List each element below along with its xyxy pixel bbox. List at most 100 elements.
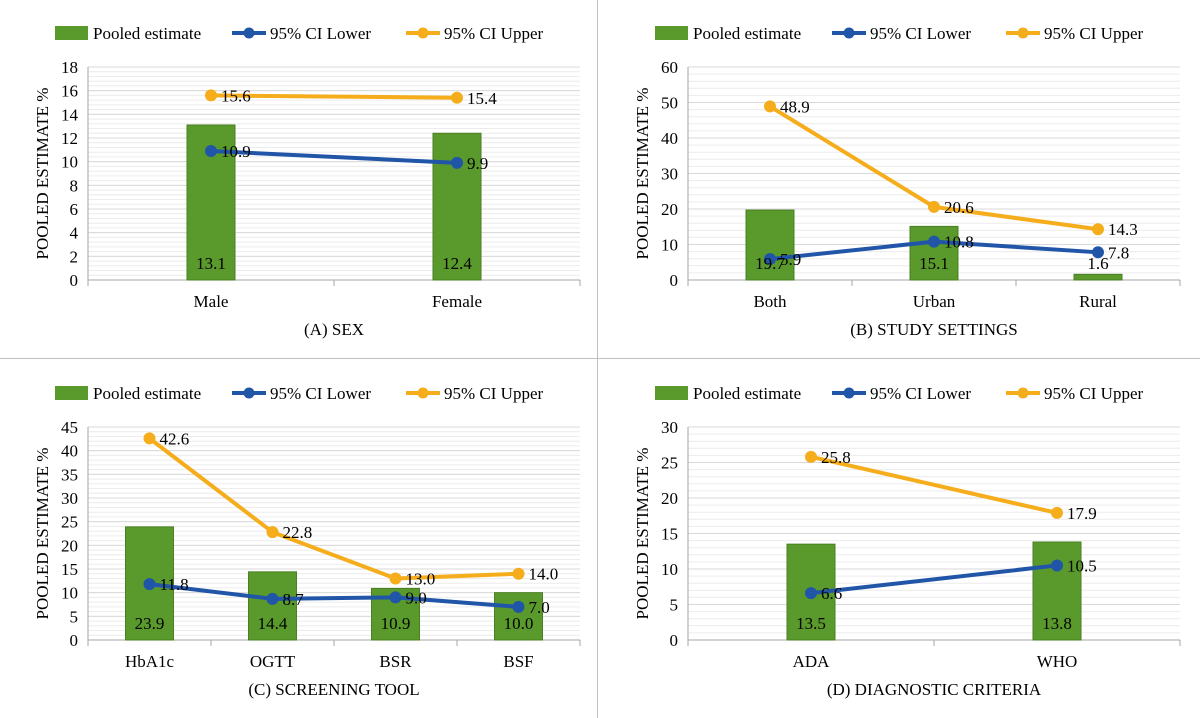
line-data-label: 14.0 [529,565,559,584]
chart-screening-tool: Pooled estimate 95% CI Lower 95% CI Upper 0… [33,384,581,699]
y-tick-label: 45 [61,418,78,437]
y-axis-label: POOLED ESTIMATE % [33,88,52,260]
gridlines [88,66,580,281]
horizontal-divider [0,358,1200,359]
legend-marker-upper [417,27,429,39]
legend-marker-upper [1017,387,1029,399]
line-data-label: 20.6 [944,198,974,217]
y-axis-label: POOLED ESTIMATE % [633,448,652,620]
y-tick-label: 4 [70,224,79,243]
bar [494,592,543,641]
y-tick-label: 25 [61,513,78,532]
series-point [266,526,279,539]
x-category-label: WHO [1037,652,1078,671]
y-tick-label: 0 [70,271,79,290]
x-category-label: HbA1c [125,652,175,671]
series-point [805,587,817,600]
legend-label-pooled: Pooled estimate [693,24,801,43]
line-data-label: 10.5 [1067,556,1097,575]
y-tick-label: 10 [61,153,78,172]
bar-data-label: 13.5 [796,614,826,633]
legend: Pooled estimate 95% CI Lower 95% CI Upper [655,384,1143,403]
vertical-divider [597,0,598,718]
line-data-label: 10.9 [221,142,251,161]
y-tick-label: 6 [70,200,79,219]
chart-diagnostic-criteria: Pooled estimate 95% CI Lower 95% CI Upper 0… [633,384,1181,699]
bar-series [125,526,543,641]
y-tick-label: 15 [61,560,78,579]
y-tick-label: 25 [661,454,678,473]
series-line [210,93,458,100]
legend-label-upper: 95% CI Upper [1044,384,1143,403]
y-tick-label: 15 [661,525,678,544]
line-data-label: 15.6 [221,86,251,105]
series-point [512,600,525,613]
x-category-label: Male [194,292,229,311]
series-point [266,592,279,605]
line-series-lower [205,145,463,169]
series-point [205,89,217,102]
y-tick-label: 10 [661,560,678,579]
bar-data-label: 23.9 [135,614,165,633]
line-series-upper [143,432,525,585]
x-category-label: OGTT [250,652,296,671]
legend: Pooled estimate 95% CI Lower 95% CI Upper [55,24,543,43]
bar-data-label: 13.1 [196,254,226,273]
line-series-upper [764,100,1104,236]
series-point [1092,223,1104,236]
y-tick-label: 0 [70,631,79,650]
legend-label-lower: 95% CI Lower [270,24,371,43]
y-axis-label: POOLED ESTIMATE % [33,448,52,620]
line-data-label: 9.0 [406,588,427,607]
legend-marker-lower [843,387,855,399]
bar-data-label: 14.4 [258,614,288,633]
line-data-label: 15.4 [467,89,497,108]
bar [125,526,174,641]
line-data-label: 17.9 [1067,504,1097,523]
y-tick-label: 30 [661,418,678,437]
line-data-label: 7.0 [529,598,550,617]
y-tick-label: 40 [61,442,78,461]
series-point [928,200,940,213]
legend-marker-upper [417,387,429,399]
line-data-label: 7.8 [1108,243,1129,262]
line-data-label: 10.8 [944,233,974,252]
y-tick-label: 12 [61,129,78,148]
series-point [512,567,525,580]
line-data-label: 9.9 [467,154,488,173]
legend-label-pooled: Pooled estimate [93,384,201,403]
bar [248,571,297,641]
line-data-label: 22.8 [283,523,313,542]
line-data-label: 42.6 [160,429,190,448]
line-series-lower [805,559,1063,600]
legend-marker-upper [1017,27,1029,39]
y-tick-label: 20 [661,200,678,219]
line-data-label: 5.9 [780,250,801,269]
x-category-label: Urban [913,292,956,311]
line-series-upper [805,450,1063,519]
y-tick-label: 60 [661,58,678,77]
legend-swatch-pooled [55,26,88,40]
chart-sex: Pooled estimate 95% CI Lower 95% CI Upper 0… [33,24,581,339]
y-tick-label: 8 [70,176,79,195]
y-tick-label: 30 [661,165,678,184]
bar-data-label: 10.9 [381,614,411,633]
series-point [451,156,463,169]
x-category-label: Rural [1079,292,1117,311]
y-tick-label: 5 [70,607,79,626]
y-tick-label: 18 [61,58,78,77]
chart-study-settings: Pooled estimate 95% CI Lower 95% CI Upper 0… [633,24,1181,339]
line-data-label: 11.8 [160,575,189,594]
y-tick-label: 14 [61,105,79,124]
x-category-label: BSR [379,652,412,671]
series-point [389,572,402,585]
legend-label-upper: 95% CI Upper [1044,24,1143,43]
bar [1032,541,1082,641]
line-series-upper [205,89,463,104]
y-tick-label: 20 [61,536,78,555]
series-line [148,436,519,581]
y-tick-label: 50 [661,94,678,113]
x-category-label: Both [753,292,787,311]
series-point [1051,559,1063,572]
series-point [143,432,156,445]
